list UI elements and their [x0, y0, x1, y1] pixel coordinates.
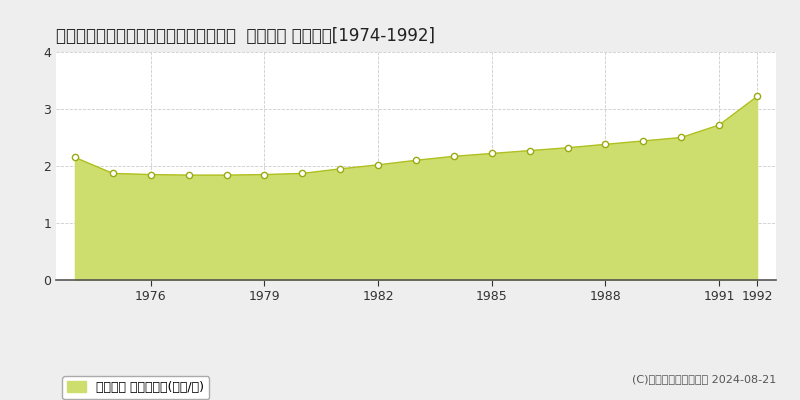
Text: 栃木県小山市大字生良字上宿４０５番１  地価公示 地価推移[1974-1992]: 栃木県小山市大字生良字上宿４０５番１ 地価公示 地価推移[1974-1992]	[56, 27, 435, 45]
Text: (C)土地価格ドットコム 2024-08-21: (C)土地価格ドットコム 2024-08-21	[632, 374, 776, 384]
Legend: 地価公示 平均坪単価(万円/坪): 地価公示 平均坪単価(万円/坪)	[62, 376, 209, 399]
